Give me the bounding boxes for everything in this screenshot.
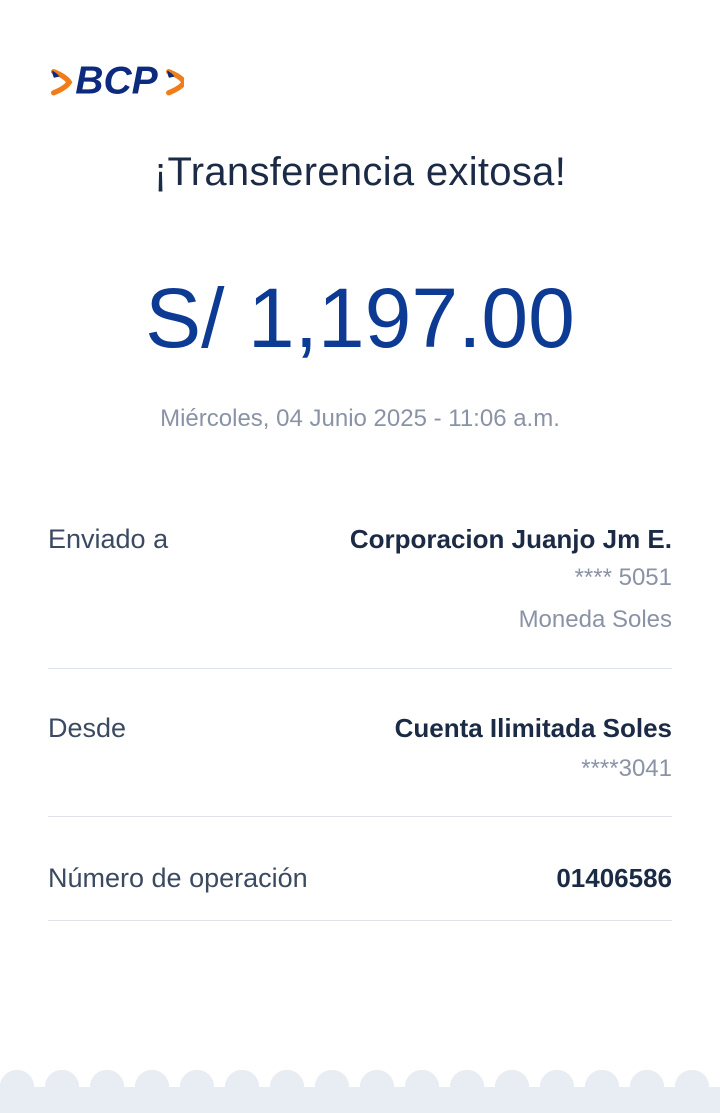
svg-text:BCP: BCP [75,64,158,100]
